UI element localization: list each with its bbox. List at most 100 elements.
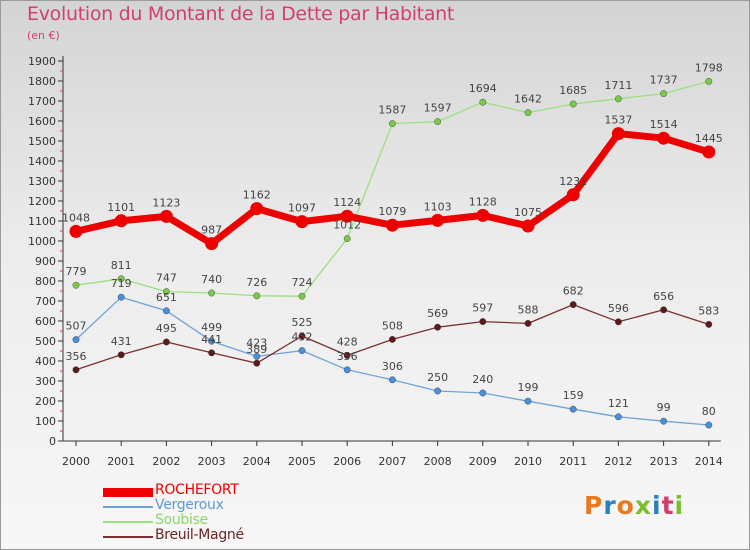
data-point	[72, 281, 80, 289]
y-tick-label: 1100	[28, 215, 56, 228]
data-point	[385, 218, 399, 232]
proxiti-logo: Proxiti	[584, 491, 684, 520]
data-label: 1537	[604, 114, 632, 127]
data-point	[479, 98, 487, 106]
data-point	[705, 78, 713, 85]
data-point	[253, 292, 261, 300]
data-point	[569, 100, 577, 108]
y-tick-label: 100	[35, 415, 56, 428]
legend-swatch	[103, 488, 153, 497]
data-point	[72, 336, 80, 343]
data-point	[208, 349, 216, 357]
data-point	[705, 421, 713, 429]
x-tick-label: 2002	[152, 455, 180, 468]
x-tick-label: 2009	[469, 455, 497, 468]
data-label: 1048	[62, 211, 90, 224]
x-tick-label: 2012	[604, 455, 632, 468]
data-label: 1711	[604, 79, 632, 92]
data-point	[72, 366, 80, 374]
data-point	[476, 208, 490, 222]
data-point	[208, 337, 216, 345]
data-label: 499	[201, 321, 222, 334]
y-tick-label: 1500	[28, 135, 56, 148]
x-tick-label: 2003	[198, 455, 226, 468]
chart-title: Evolution du Montant de la Dette par Hab…	[27, 3, 455, 25]
data-point	[388, 120, 396, 128]
data-label: 159	[563, 389, 584, 402]
data-label: 596	[608, 302, 629, 315]
data-point	[434, 323, 441, 331]
data-label: 1124	[333, 196, 361, 209]
data-point	[205, 237, 219, 251]
logo-letter: r	[603, 491, 617, 520]
data-label: 1103	[424, 200, 452, 213]
y-tick-label: 1700	[28, 95, 56, 108]
data-label: 779	[66, 265, 87, 278]
data-point	[298, 332, 306, 340]
data-label: 1075	[514, 206, 542, 219]
data-label: 428	[337, 335, 358, 348]
data-point	[569, 301, 577, 308]
x-tick-label: 2005	[288, 455, 316, 468]
data-point	[298, 292, 306, 300]
data-label: 356	[66, 350, 87, 363]
data-point	[117, 293, 125, 301]
data-label: 431	[111, 335, 132, 348]
x-tick-label: 2008	[424, 455, 452, 468]
data-label: 389	[246, 343, 267, 356]
y-tick-label: 1400	[28, 155, 56, 168]
data-label: 1123	[152, 196, 180, 209]
data-point	[159, 209, 173, 223]
x-tick-label: 2010	[514, 455, 542, 468]
data-label: 1128	[469, 195, 497, 208]
data-point	[660, 90, 667, 98]
data-point	[253, 352, 261, 360]
data-label: 1685	[559, 84, 587, 97]
y-tick-label: 600	[35, 315, 56, 328]
data-label: 1694	[469, 82, 497, 95]
data-label: 1597	[424, 102, 452, 115]
data-label: 423	[246, 336, 267, 349]
y-tick-label: 900	[35, 255, 56, 268]
logo-letter: i	[674, 491, 685, 520]
data-point	[660, 306, 667, 314]
data-label: 724	[292, 276, 313, 289]
data-label: 525	[292, 316, 313, 329]
data-point	[615, 318, 622, 326]
data-point	[250, 202, 264, 216]
data-label: 588	[518, 303, 539, 316]
y-tick-label: 1600	[28, 115, 56, 128]
y-tick-label: 700	[35, 295, 56, 308]
legend-swatch	[103, 506, 153, 508]
x-tick-label: 2011	[559, 455, 587, 468]
y-tick-label: 1200	[28, 195, 56, 208]
data-point	[657, 131, 671, 145]
legend-label: Breuil-Magné	[155, 527, 244, 543]
data-point	[69, 224, 83, 238]
data-label: 1101	[107, 201, 135, 214]
data-point	[295, 215, 309, 229]
data-point	[388, 376, 396, 384]
data-label: 597	[472, 302, 493, 315]
data-label: 987	[201, 224, 222, 237]
data-label: 199	[518, 381, 539, 394]
data-label: 1798	[695, 61, 723, 74]
data-label: 1737	[650, 74, 678, 87]
chart-subtitle: (en €)	[27, 29, 60, 42]
data-label: 740	[201, 273, 222, 286]
y-tick-label: 0	[49, 435, 56, 448]
data-point	[524, 397, 532, 405]
data-label: 1079	[378, 205, 406, 218]
x-tick-label: 2006	[333, 455, 361, 468]
data-point	[162, 307, 170, 315]
y-tick-label: 200	[35, 395, 56, 408]
data-label: 1445	[695, 132, 723, 145]
data-label: 583	[698, 304, 719, 317]
data-point	[114, 214, 128, 228]
data-label: 651	[156, 291, 177, 304]
data-point	[343, 235, 351, 243]
logo-letter: P	[584, 491, 604, 520]
data-point	[298, 347, 306, 354]
data-point	[434, 387, 441, 395]
